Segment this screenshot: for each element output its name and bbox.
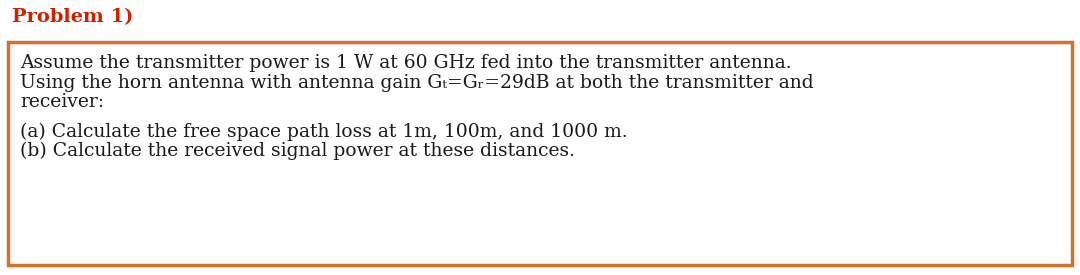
- Text: Problem 1): Problem 1): [12, 8, 133, 26]
- Bar: [8, 42, 1072, 265]
- Text: (a) Calculate the free space path loss at 1m, 100m, and 1000 m.: (a) Calculate the free space path loss a…: [21, 122, 627, 141]
- Text: Using the horn antenna with antenna gain Gₜ=Gᵣ=29dB at both the transmitter and: Using the horn antenna with antenna gain…: [21, 73, 813, 92]
- Text: receiver:: receiver:: [21, 93, 104, 111]
- Text: Assume the transmitter power is 1 W at 60 GHz fed into the transmitter antenna.: Assume the transmitter power is 1 W at 6…: [21, 54, 792, 72]
- Text: (b) Calculate the received signal power at these distances.: (b) Calculate the received signal power …: [21, 142, 575, 160]
